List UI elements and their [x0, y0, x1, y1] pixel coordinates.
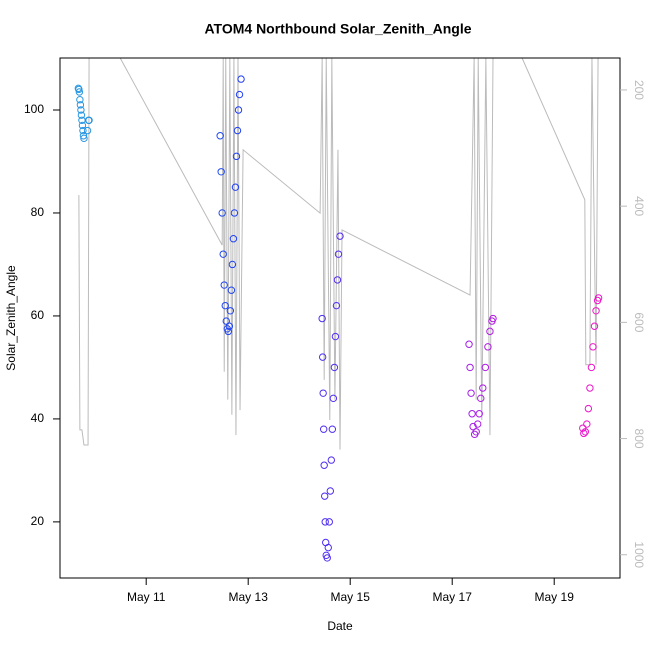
point — [324, 543, 332, 552]
point — [592, 307, 600, 315]
point — [331, 332, 340, 341]
x-tick-label: May 13 — [229, 590, 269, 604]
point — [219, 250, 227, 258]
point — [75, 88, 84, 96]
point — [319, 389, 327, 397]
point — [216, 132, 224, 140]
point — [230, 209, 239, 217]
x-tick-label: May 17 — [433, 590, 473, 604]
y-tick-label: 80 — [31, 205, 45, 219]
point — [327, 456, 336, 464]
point — [321, 518, 329, 526]
y2-tick-label: 1000 — [632, 541, 646, 568]
y-tick-label: 60 — [31, 308, 45, 322]
point — [226, 307, 235, 315]
y2-tick-label: 400 — [632, 196, 646, 216]
point — [587, 363, 596, 372]
x-tick-label: May 15 — [331, 590, 371, 604]
point — [318, 353, 327, 361]
point — [467, 389, 475, 397]
point — [333, 276, 342, 284]
point — [234, 106, 243, 114]
point — [319, 425, 328, 433]
plot-area — [74, 58, 603, 562]
point — [581, 428, 590, 436]
point — [320, 461, 328, 469]
x-tick-label: May 11 — [127, 590, 166, 604]
y2-tick-label: 200 — [632, 80, 646, 100]
y2-tick-label: 600 — [632, 312, 646, 332]
point — [474, 420, 482, 428]
y-tick-label: 20 — [31, 514, 45, 528]
point — [83, 126, 92, 135]
point — [85, 116, 93, 124]
point — [586, 384, 594, 392]
point — [466, 363, 474, 372]
point — [328, 425, 337, 433]
point — [477, 394, 485, 403]
point — [231, 183, 240, 191]
y-tick-label: 100 — [24, 102, 44, 116]
point — [468, 410, 476, 418]
point — [336, 232, 344, 240]
x-tick-label: May 19 — [535, 590, 575, 604]
point — [77, 111, 86, 119]
point — [465, 340, 473, 348]
line — [78, 58, 599, 450]
point — [479, 384, 487, 392]
point — [472, 428, 480, 436]
point — [481, 363, 490, 372]
point — [329, 394, 338, 403]
y-tick-label: 40 — [31, 411, 45, 425]
point — [330, 363, 339, 372]
point — [76, 101, 85, 109]
point — [594, 294, 603, 302]
point — [484, 343, 492, 351]
point — [489, 314, 497, 323]
point — [232, 152, 241, 161]
point — [225, 322, 234, 330]
point — [235, 90, 244, 99]
point — [227, 286, 236, 294]
point — [590, 322, 599, 330]
point — [323, 554, 331, 562]
point — [78, 121, 87, 130]
point — [334, 250, 343, 258]
point — [75, 85, 83, 94]
point — [584, 404, 593, 413]
point — [79, 126, 87, 135]
point — [221, 301, 229, 310]
plot-frame — [59, 57, 621, 579]
point — [80, 134, 88, 143]
point — [325, 518, 333, 526]
point — [218, 209, 226, 217]
point — [318, 314, 326, 323]
point — [580, 429, 588, 438]
y-axis-label: Solar_Zenith_Angle — [4, 265, 18, 371]
point — [217, 168, 225, 176]
point — [332, 301, 341, 310]
point — [224, 327, 233, 336]
point — [229, 235, 238, 243]
point — [77, 106, 85, 114]
x-axis-label: Date — [327, 619, 353, 633]
chart-title: ATOM4 Northbound Solar_Zenith_Angle — [204, 21, 471, 37]
y2-tick-label: 800 — [632, 429, 646, 449]
point — [237, 75, 245, 83]
point — [583, 420, 591, 428]
point — [220, 281, 228, 289]
point — [589, 343, 597, 351]
point — [475, 410, 483, 418]
point — [79, 132, 88, 140]
point — [228, 260, 237, 269]
point — [76, 96, 84, 104]
point — [326, 487, 335, 495]
point — [233, 126, 242, 135]
point — [320, 492, 329, 500]
point — [486, 327, 494, 336]
